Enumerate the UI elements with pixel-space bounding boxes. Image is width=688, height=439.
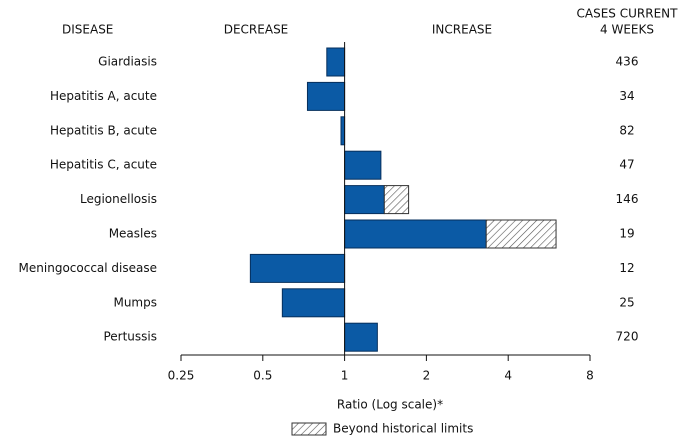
x-tick-label: 4 — [504, 369, 512, 383]
bar-beyond-limits — [485, 219, 557, 249]
cases-value: 47 — [619, 158, 634, 172]
category-label: Hepatitis A, acute — [50, 89, 157, 103]
x-tick-label: 1 — [341, 369, 349, 383]
cases-value: 19 — [619, 227, 634, 241]
category-label: Meningococcal disease — [19, 261, 157, 275]
bar — [281, 288, 346, 318]
header-increase: INCREASE — [432, 23, 492, 37]
bar — [306, 81, 346, 111]
header-decrease: DECREASE — [224, 23, 289, 37]
cases-value: 720 — [616, 330, 639, 344]
category-label: Mumps — [113, 295, 157, 309]
category-label: Legionellosis — [80, 192, 157, 206]
cases-value: 82 — [619, 123, 634, 137]
cases-value: 34 — [619, 89, 634, 103]
legend-label: Beyond historical limits — [333, 422, 473, 436]
cases-value: 25 — [619, 295, 634, 309]
cases-value: 436 — [616, 55, 639, 69]
legend-swatch — [291, 422, 327, 436]
bar — [249, 253, 346, 283]
cases-value: 12 — [619, 261, 634, 275]
category-label: Measles — [109, 227, 157, 241]
category-label: Giardiasis — [98, 55, 157, 69]
x-tick-label: 2 — [423, 369, 431, 383]
category-label: Pertussis — [103, 330, 157, 344]
x-tick-label: 0.25 — [168, 369, 195, 383]
x-axis-label: Ratio (Log scale)* — [337, 398, 443, 412]
header-cases: 4 WEEKS — [600, 23, 654, 37]
bar — [344, 322, 378, 352]
header-cases: CASES CURRENT — [577, 7, 679, 21]
bar — [344, 219, 487, 249]
header-disease: DISEASE — [62, 23, 113, 37]
bar — [344, 185, 385, 215]
bar — [326, 47, 346, 77]
x-tick-label: 8 — [586, 369, 594, 383]
category-label: Hepatitis C, acute — [50, 158, 157, 172]
x-tick-label: 0.5 — [253, 369, 272, 383]
bar-beyond-limits — [383, 185, 410, 215]
cases-value: 146 — [616, 192, 639, 206]
bar — [344, 150, 382, 180]
bar — [340, 116, 346, 146]
category-label: Hepatitis B, acute — [50, 123, 157, 137]
